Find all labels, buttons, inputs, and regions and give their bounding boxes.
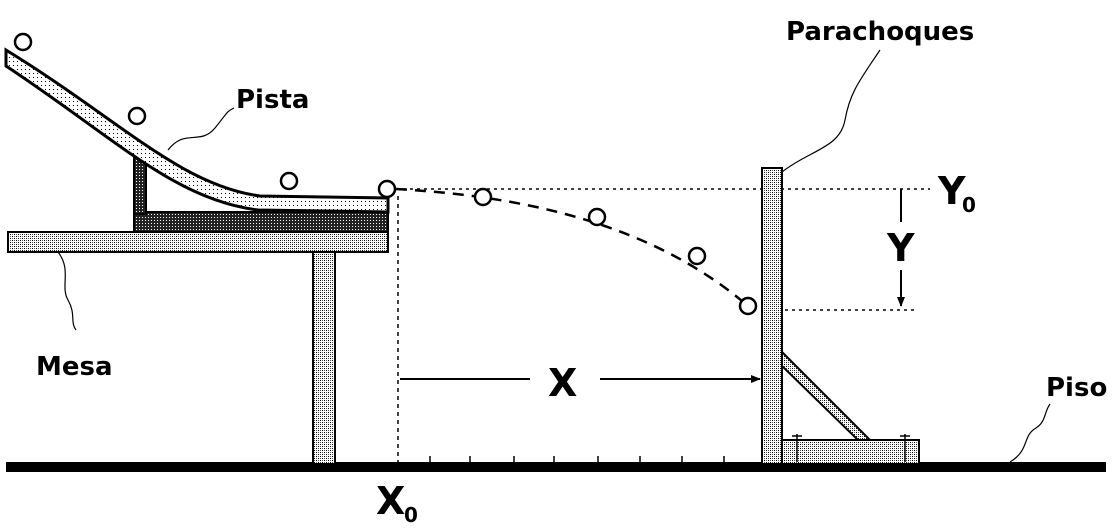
label-mesa: Mesa [36,352,113,382]
label-parachoques: Parachoques [786,17,974,47]
ball-flight-2 [587,207,607,227]
floor [6,462,1106,472]
label-y: Y [886,226,915,270]
trajectory [395,187,749,307]
table-top [7,231,389,253]
ball-track-2 [127,106,147,126]
leader-mesa [57,251,77,331]
label-piso: Piso [1046,373,1107,403]
bumper-brace [781,349,873,441]
bumper-bolts [792,434,910,462]
leader-piso [1009,403,1051,463]
bumper-base [781,439,920,465]
ball-launch [377,179,397,199]
label-x: X [548,361,577,405]
bumper-wall [761,167,783,465]
label-pista: Pista [236,85,309,115]
leader-pista [167,107,235,151]
track [4,47,390,214]
ball-track-1 [13,32,33,52]
floor-ticks [429,456,725,462]
track-base [133,211,389,233]
label-x0-subscript: 0 [404,503,418,527]
ball-flight-1 [473,187,493,207]
ball-flight-4 [738,296,758,316]
ball-flight-3 [687,246,707,266]
label-y0-subscript: 0 [962,193,976,217]
leader-parachoques [781,49,881,173]
label-x0: X [376,479,405,523]
ball-track-3 [279,171,299,191]
label-y0: Y [937,169,966,213]
table-leg [312,251,336,465]
